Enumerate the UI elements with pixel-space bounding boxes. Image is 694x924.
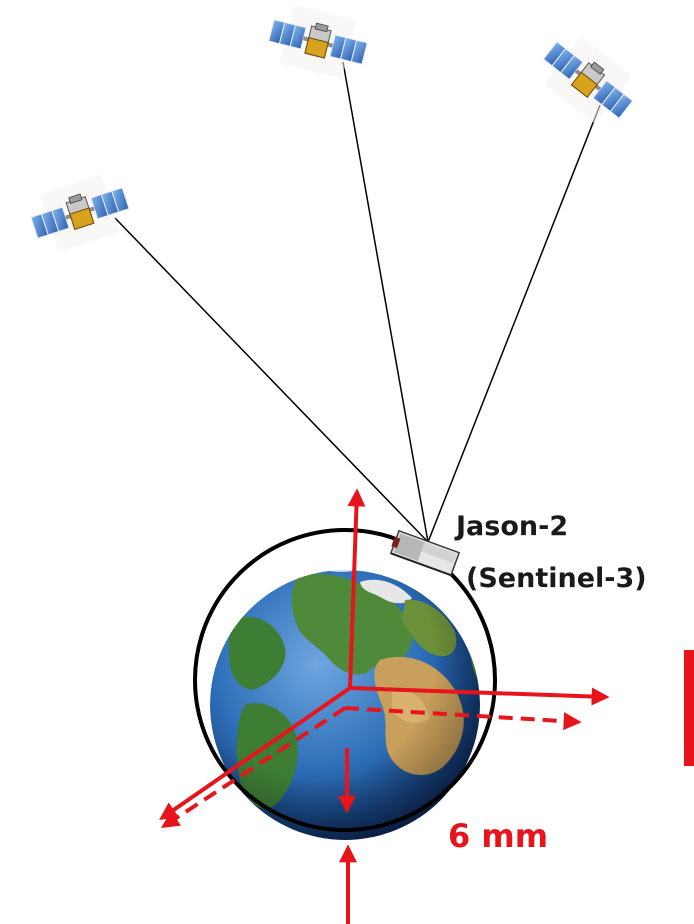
x-axis-shifted (344, 706, 582, 731)
y-axis-shifted (160, 706, 347, 828)
y-axis (159, 686, 352, 821)
link-line-right (427, 104, 601, 543)
reference-frame-axes (159, 488, 610, 924)
gnss-satellite-icon (263, 0, 373, 84)
gnss-satellite-icon (531, 26, 645, 134)
signal-links (114, 61, 601, 543)
jason-2-label: Jason-2 (456, 511, 569, 542)
link-line-middle (342, 61, 429, 543)
sentinel-3-label: (Sentinel-3) (466, 563, 647, 594)
offset-label: 6 mm (448, 817, 549, 855)
altimetry-satellite-icon (389, 529, 461, 577)
link-line-left (114, 217, 429, 543)
offset-bar (684, 650, 694, 766)
gnss-satellite-icon (24, 169, 136, 257)
x-axis (349, 686, 610, 706)
orbit-ring (193, 528, 497, 832)
z-axis (347, 488, 366, 689)
